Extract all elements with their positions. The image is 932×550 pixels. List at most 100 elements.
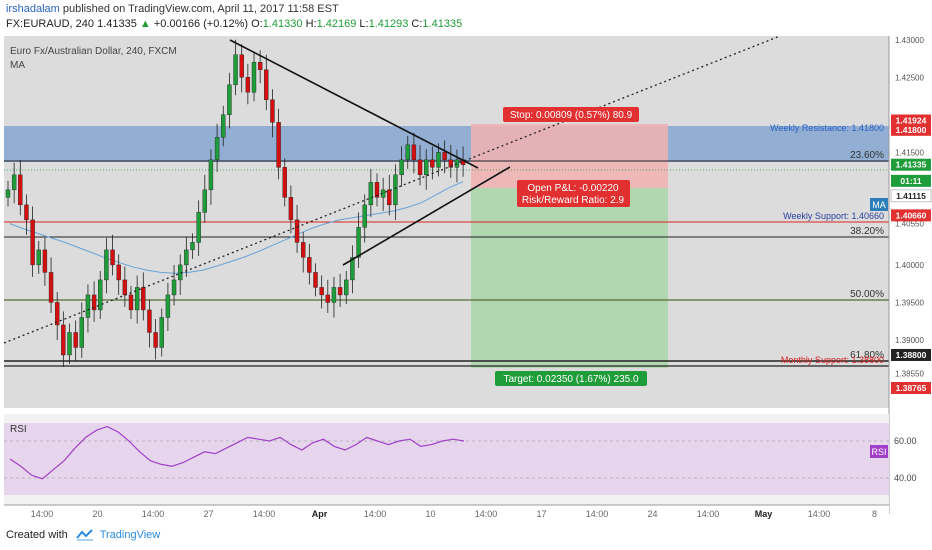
candle-body [5, 189, 11, 198]
time-tick-label: 8 [872, 509, 877, 519]
candle-body [159, 317, 164, 348]
candle-body [11, 174, 17, 191]
price-tick-label: 1.40550 [895, 220, 924, 229]
candle-body [399, 159, 404, 176]
candle-body [239, 54, 244, 78]
candle-body [264, 69, 269, 100]
close-value: 1.41335 [422, 18, 463, 30]
time-tick-label: 20 [92, 509, 102, 519]
published-text: published on TradingView.com, April 11, … [62, 3, 339, 15]
time-tick-label: 14:00 [142, 509, 165, 519]
candle-body [202, 189, 208, 213]
candle-body [171, 279, 177, 296]
time-tick-label: 24 [647, 509, 657, 519]
candle-body [147, 309, 152, 333]
pnl-label: Open P&L: -0.00220 [527, 183, 619, 194]
candle-body [276, 122, 281, 168]
candle-body [257, 62, 263, 70]
candle-body [424, 159, 429, 176]
candle-body [270, 99, 275, 123]
candle-body [319, 287, 324, 296]
author-link[interactable]: irshadalam [6, 3, 60, 15]
candle-body [411, 144, 417, 161]
candle-body [325, 294, 330, 303]
candle-body [454, 159, 460, 168]
candle-body [214, 137, 220, 161]
candle-body [362, 204, 367, 228]
price-badge-text-stop: 1.41924 [896, 116, 927, 126]
price-badge-monthly [891, 348, 931, 361]
rsi-tick-60: 60.00 [894, 436, 917, 446]
chart-legend: Euro Fx/Australian Dollar, 240, FXCM MA [10, 45, 177, 73]
rsi-tick-40: 40.00 [894, 473, 917, 483]
time-tick-label: 14:00 [364, 509, 387, 519]
ma-line [9, 181, 464, 274]
candle-body [307, 257, 312, 273]
candle-body [417, 159, 423, 176]
footer: Created with TradingView [6, 529, 160, 541]
stop-zone [471, 124, 668, 188]
candle-body [110, 249, 115, 266]
price-badge-text-target: 1.38765 [896, 383, 927, 393]
candle-body [350, 257, 355, 281]
rsi-badge [870, 445, 888, 458]
candle-body [331, 287, 337, 303]
candle-body [368, 182, 374, 206]
price-badge-last [891, 158, 931, 171]
tradingview-brand[interactable]: TradingView [99, 529, 161, 541]
candle-body [165, 294, 171, 318]
candle-body [245, 77, 251, 93]
candle-body [141, 287, 146, 311]
candle-body [294, 219, 300, 243]
candle-body [251, 62, 257, 93]
candle-body [128, 294, 134, 311]
candles [5, 39, 466, 367]
up-arrow-icon: ▲ [139, 18, 151, 30]
time-tick-label: 14:00 [475, 509, 498, 519]
symbol-label: FX:EURAUD, 240 [6, 18, 95, 30]
time-tick-label: May [755, 509, 773, 519]
price-tick-label: 1.42500 [895, 73, 924, 82]
candle-body [190, 242, 195, 251]
candle-body [116, 264, 121, 281]
candle-body [344, 279, 349, 296]
rsi-line [9, 425, 465, 480]
price-badge-text-monthly: 1.38800 [896, 350, 927, 360]
candle-body [301, 242, 306, 258]
candle-body [104, 249, 109, 281]
time-tick-label: 14:00 [697, 509, 720, 519]
rsi-pane-label: RSI [10, 424, 27, 435]
price-badge-text-resistance: 1.41800 [896, 125, 927, 135]
candle-body [221, 114, 226, 138]
time-tick-label: 10 [425, 509, 435, 519]
candle-body [233, 54, 238, 85]
dotted-trendline [3, 35, 781, 344]
fib-label-61: 61.80% [850, 350, 884, 361]
candle-body [61, 324, 66, 356]
weekly-support-label: Weekly Support: 1.40660 [783, 211, 884, 221]
chart-title: Euro Fx/Australian Dollar, 240, FXCM [10, 46, 177, 57]
price-badge-text-countdown: 01:11 [900, 176, 922, 186]
time-tick-label: 14:00 [253, 509, 276, 519]
candle-body [85, 294, 91, 318]
price-badge-support [891, 209, 931, 222]
candle-body [98, 279, 103, 311]
high-value: 1.42169 [316, 18, 357, 30]
candle-body [196, 212, 201, 243]
candle-body [184, 249, 189, 266]
candle-body [436, 152, 441, 168]
time-tick-label: Apr [312, 509, 328, 519]
price-badge-resistance [891, 123, 931, 136]
ma-badge [870, 198, 888, 211]
candle-body [73, 332, 78, 348]
price-badge-countdown [891, 174, 931, 187]
candle-body [91, 294, 97, 311]
ma-badge-text: MA [872, 200, 886, 210]
price-tick-label: 1.41500 [895, 148, 924, 157]
time-axis[interactable] [4, 505, 889, 523]
price-tick-label: 1.40000 [895, 261, 924, 270]
triangle-upper-line [229, 39, 479, 169]
ohlc-bar: FX:EURAUD, 240 1.41335 ▲ +0.00166 (+0.12… [6, 18, 462, 30]
candle-body [337, 287, 343, 296]
